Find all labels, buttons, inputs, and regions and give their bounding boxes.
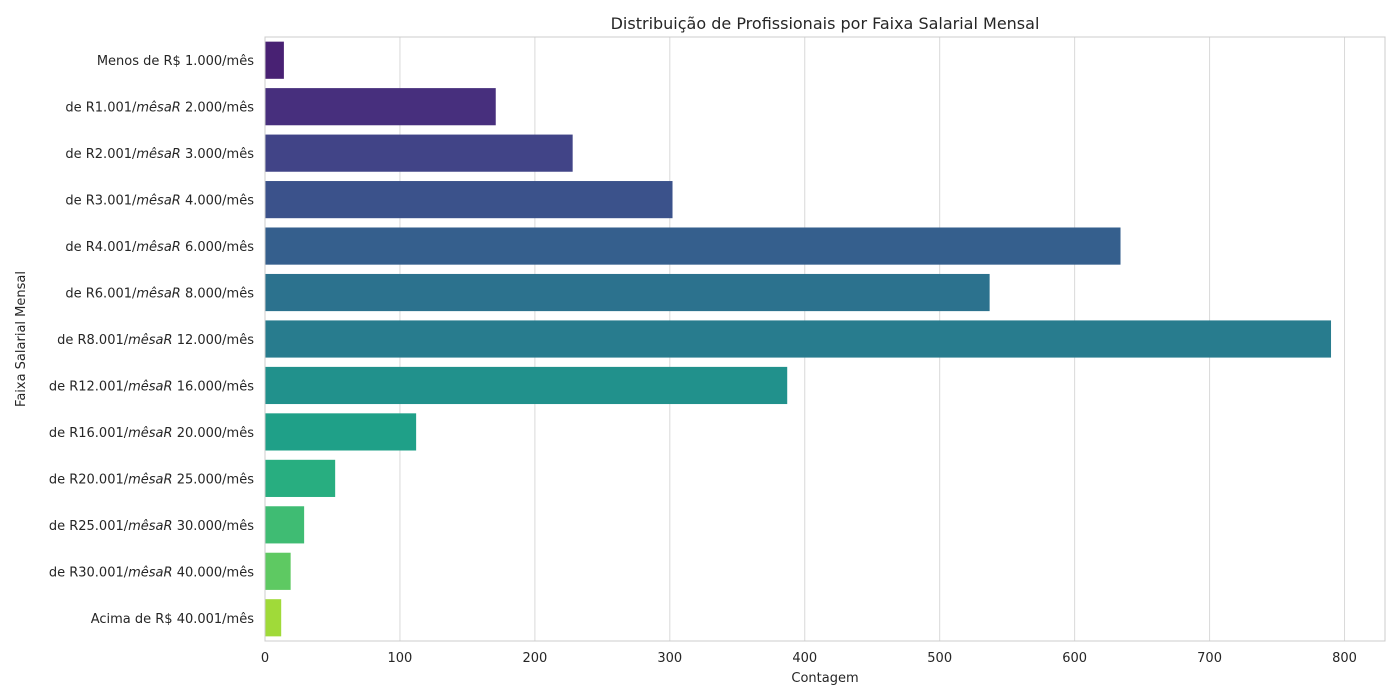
bar — [265, 506, 305, 544]
bars — [265, 41, 1332, 637]
bar — [265, 88, 496, 126]
x-tick-label: 400 — [792, 651, 817, 666]
bar — [265, 413, 417, 451]
x-tick-label: 0 — [261, 651, 269, 666]
y-axis-title: Faixa Salarial Mensal — [14, 271, 29, 407]
y-tick-label-part: 20.000/mês — [173, 426, 255, 441]
y-tick-label-part: de R1.001/ — [65, 101, 137, 116]
bar — [265, 134, 573, 172]
y-tick-label-part: 40.000/mês — [173, 565, 255, 580]
y-tick-label-part: mêsaR — [136, 147, 180, 162]
y-tick-label-part: 2.000/mês — [181, 101, 254, 116]
y-tick-label: de R4.001/mêsaR 6.000/mês — [65, 240, 254, 255]
y-tick-label-part: 16.000/mês — [173, 379, 255, 394]
y-tick-label: de R20.001/mêsaR 25.000/mês — [49, 472, 254, 487]
y-tick-label: de R6.001/mêsaR 8.000/mês — [65, 287, 254, 302]
y-tick-label: de R3.001/mêsaR 4.000/mês — [65, 194, 254, 209]
y-tick-label-part: mêsaR — [136, 287, 180, 302]
y-tick-label-part: de R2.001/ — [65, 147, 137, 162]
y-tick-label: de R16.001/mêsaR 20.000/mês — [49, 426, 254, 441]
y-tick-label-part: mêsaR — [136, 101, 180, 116]
y-tick-label-part: mêsaR — [128, 333, 172, 348]
y-tick-label: de R30.001/mêsaR 40.000/mês — [49, 565, 254, 580]
y-tick-label-part: 8.000/mês — [181, 287, 254, 302]
y-tick-label-part: de R8.001/ — [57, 333, 129, 348]
y-tick-label-part: de R30.001/ — [49, 565, 129, 580]
y-tick-label: de R2.001/mêsaR 3.000/mês — [65, 147, 254, 162]
x-axis-title: Contagem — [791, 671, 858, 686]
y-tick-label-part: mêsaR — [128, 519, 172, 534]
x-tick-label: 200 — [522, 651, 547, 666]
y-tick-label-part: mêsaR — [136, 240, 180, 255]
y-tick-label: de R1.001/mêsaR 2.000/mês — [65, 101, 254, 116]
y-tick-label: Acima de R$ 40.001/mês — [91, 612, 255, 627]
x-tick-label: 500 — [927, 651, 952, 666]
bar — [265, 320, 1332, 358]
y-tick-label-part: mêsaR — [128, 426, 172, 441]
y-tick-label-part: 30.000/mês — [173, 519, 255, 534]
x-tick-label: 300 — [657, 651, 682, 666]
y-tick-label-part: mêsaR — [128, 379, 172, 394]
bar — [265, 459, 336, 497]
chart-title: Distribuição de Profissionais por Faixa … — [611, 14, 1040, 33]
y-tick-label-part: mêsaR — [128, 565, 172, 580]
bar — [265, 227, 1121, 265]
plot-frame — [264, 36, 1386, 642]
y-tick-label-part: 25.000/mês — [173, 472, 255, 487]
bar — [265, 599, 282, 637]
y-tick-label-part: de R4.001/ — [65, 240, 137, 255]
y-tick-label-part: de R25.001/ — [49, 519, 129, 534]
y-tick-label-part: 6.000/mês — [181, 240, 254, 255]
y-tick-label-part: mêsaR — [128, 472, 172, 487]
bar — [265, 181, 673, 219]
y-tick-label-part: de R20.001/ — [49, 472, 129, 487]
bar — [265, 273, 990, 312]
y-tick-label-part: 4.000/mês — [181, 194, 254, 209]
y-tick-label-part: 3.000/mês — [181, 147, 254, 162]
y-tick-label: de R8.001/mêsaR 12.000/mês — [57, 333, 254, 348]
y-tick-label: de R12.001/mêsaR 16.000/mês — [49, 379, 254, 394]
x-tick-label: 800 — [1332, 651, 1357, 666]
bar — [265, 41, 284, 79]
x-tick-label: 100 — [388, 651, 413, 666]
y-tick-label: de R25.001/mêsaR 30.000/mês — [49, 519, 254, 534]
y-tick-label: Menos de R$ 1.000/mês — [97, 54, 254, 69]
y-tick-label-part: de R3.001/ — [65, 194, 137, 209]
y-tick-label-part: mêsaR — [136, 194, 180, 209]
y-tick-label-part: 12.000/mês — [173, 333, 255, 348]
x-axis-ticks: 0 100 200 300 400 500 600 700 800 — [261, 651, 1357, 666]
bar — [265, 366, 788, 405]
y-tick-label-part: de R12.001/ — [49, 379, 129, 394]
bar — [265, 552, 291, 590]
y-tick-label-part: de R16.001/ — [49, 426, 129, 441]
y-tick-label-part: de R6.001/ — [65, 287, 137, 302]
x-tick-label: 600 — [1062, 651, 1087, 666]
y-axis-ticks: Menos de R$ 1.000/mês de R1.001/mêsaR 2.0… — [49, 54, 254, 627]
x-tick-label: 700 — [1197, 651, 1222, 666]
